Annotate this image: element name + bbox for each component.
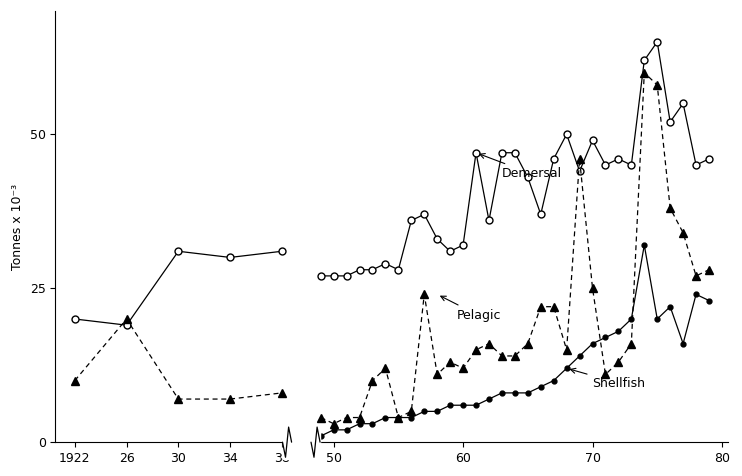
Bar [283,425,320,459]
Text: Shellfish: Shellfish [571,368,646,390]
Y-axis label: Tonnes x 10⁻³: Tonnes x 10⁻³ [11,184,24,270]
Text: Pelagic: Pelagic [441,296,501,322]
Text: Demersal: Demersal [480,154,562,180]
